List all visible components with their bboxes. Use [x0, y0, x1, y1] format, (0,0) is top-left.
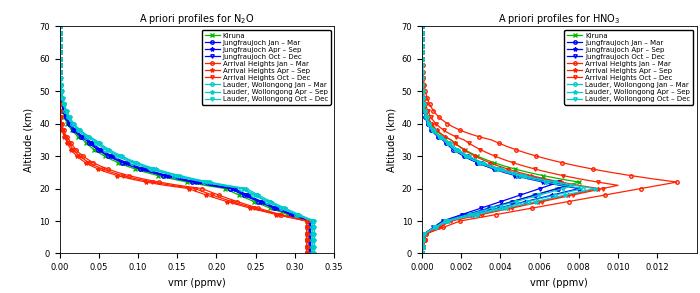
X-axis label: vmr (ppmv): vmr (ppmv) — [168, 278, 225, 288]
Legend: Kiruna, Jungfraujoch Jan – Mar, Jungfraujoch Apr – Sep, Jungfraujoch Oct – Dec, : Kiruna, Jungfraujoch Jan – Mar, Jungfrau… — [564, 30, 693, 105]
Legend: Kiruna, Jungfraujoch Jan – Mar, Jungfraujoch Apr – Sep, Jungfraujoch Oct – Dec, : Kiruna, Jungfraujoch Jan – Mar, Jungfrau… — [202, 30, 330, 105]
Y-axis label: Altitude (km): Altitude (km) — [24, 108, 34, 172]
X-axis label: vmr (ppmv): vmr (ppmv) — [531, 278, 588, 288]
Y-axis label: Altitude (km): Altitude (km) — [386, 108, 396, 172]
Title: A priori profiles for N$_2$O: A priori profiles for N$_2$O — [139, 12, 254, 26]
Title: A priori profiles for HNO$_3$: A priori profiles for HNO$_3$ — [498, 12, 620, 26]
